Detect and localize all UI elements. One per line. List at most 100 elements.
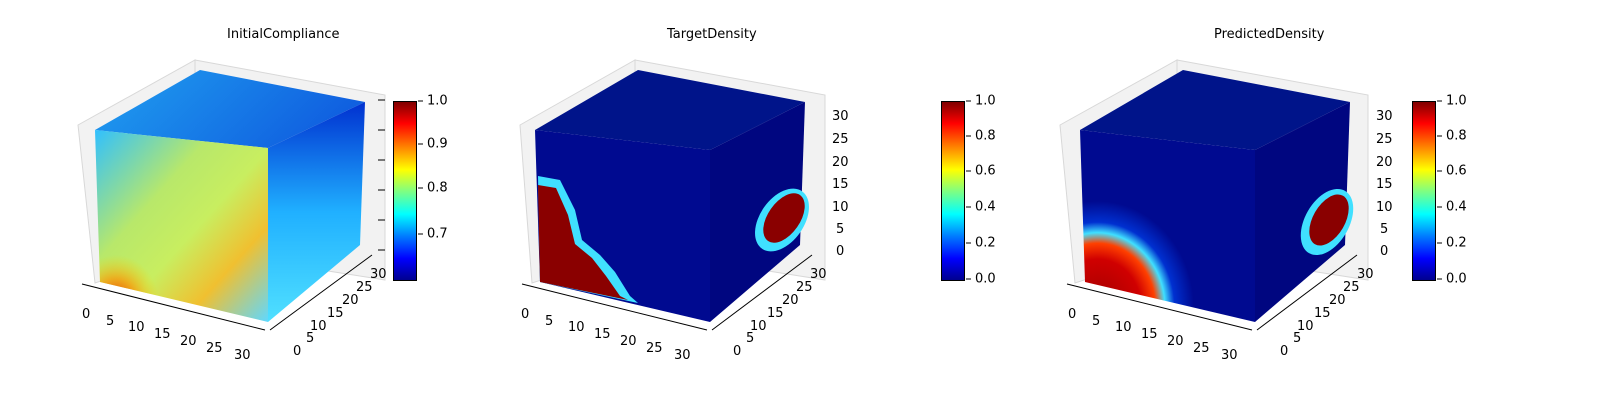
cube-plot: 0 5 10 15 20 25 30 0 5 10 15 20 25 30 0 … bbox=[1059, 59, 1393, 363]
y-axis bbox=[1256, 254, 1358, 331]
y-tick-label: 30 bbox=[810, 267, 827, 282]
y-tick-label: 25 bbox=[356, 280, 373, 295]
y-tick-label: 5 bbox=[746, 331, 754, 346]
cube-top-face bbox=[535, 70, 805, 150]
x-axis bbox=[521, 283, 708, 331]
colorbar-tick: 1.0 bbox=[423, 94, 448, 109]
z-tick-label: 15 bbox=[832, 177, 849, 192]
z-tick-label: 0 bbox=[1380, 244, 1388, 259]
panel-target-density: TargetDensity 0 5 10 15 20 25 30 bbox=[519, 0, 1080, 400]
density-region bbox=[538, 185, 628, 300]
chart-title: TargetDensity bbox=[667, 27, 757, 42]
x-tick-label: 20 bbox=[620, 334, 637, 349]
cube-side-face bbox=[268, 102, 365, 322]
y-tick-labels: 0 5 10 15 20 25 30 bbox=[293, 267, 387, 359]
x-tick-label: 25 bbox=[1193, 341, 1210, 356]
x-tick-label: 30 bbox=[234, 348, 251, 363]
x-tick-label: 0 bbox=[1068, 307, 1076, 322]
y-tick-label: 30 bbox=[1357, 267, 1374, 282]
y-axis bbox=[711, 254, 813, 331]
colorbar bbox=[1412, 101, 1436, 281]
x-axis bbox=[1066, 283, 1253, 331]
cube bbox=[535, 70, 809, 322]
x-tick-label: 0 bbox=[82, 307, 90, 322]
y-tick-label: 20 bbox=[1329, 293, 1346, 308]
x-tick-label: 25 bbox=[646, 341, 663, 356]
cube-side-face bbox=[1255, 102, 1350, 322]
y-tick-labels: 0 5 10 15 20 25 30 bbox=[733, 267, 827, 359]
y-tick-label: 25 bbox=[1343, 280, 1360, 295]
y-tick-label: 5 bbox=[306, 331, 314, 346]
x-tick-label: 20 bbox=[1167, 334, 1184, 349]
y-tick-label: 10 bbox=[1297, 319, 1314, 334]
x-tick-label: 15 bbox=[1141, 327, 1158, 342]
z-tick-label: 10 bbox=[832, 200, 849, 215]
y-tick-label: 0 bbox=[293, 344, 301, 359]
x-tick-label: 30 bbox=[674, 348, 691, 363]
z-tick-label: 20 bbox=[1376, 155, 1393, 170]
colorbar-tick: 0.7 bbox=[423, 227, 448, 242]
z-tick-labels: 0 5 10 15 20 25 30 bbox=[832, 109, 849, 259]
cube-top-face bbox=[1080, 70, 1350, 150]
z-tick-label: 30 bbox=[1376, 109, 1393, 124]
cube-plot: 0 5 10 15 20 25 30 0 5 10 15 20 25 30 0 … bbox=[519, 59, 849, 363]
colorbar-tick: 0.0 bbox=[1442, 272, 1467, 287]
panel-predicted-density: PredictedDensity bbox=[1040, 0, 1600, 400]
colorbar bbox=[941, 101, 965, 281]
y-tick-labels: 0 5 10 15 20 25 30 bbox=[1280, 267, 1374, 359]
z-tick-label: 25 bbox=[1376, 132, 1393, 147]
colorbar-tick: 0.0 bbox=[971, 272, 996, 287]
colorbar-tick: 1.0 bbox=[1442, 94, 1467, 109]
colorbar-tick: 0.2 bbox=[1442, 236, 1467, 251]
colorbar-tick: 0.4 bbox=[1442, 200, 1467, 215]
y-tick-label: 20 bbox=[782, 293, 799, 308]
x-tick-label: 10 bbox=[1115, 320, 1132, 335]
y-tick-label: 20 bbox=[342, 293, 359, 308]
z-tick-label: 5 bbox=[1380, 222, 1388, 237]
z-tick-label: 5 bbox=[836, 222, 844, 237]
panel-initial-compliance: InitialCompliance bbox=[0, 0, 560, 400]
density-region-side-core bbox=[1309, 194, 1349, 246]
x-tick-label: 25 bbox=[206, 341, 223, 356]
z-tick-label: 20 bbox=[832, 155, 849, 170]
cube-hotspot bbox=[95, 130, 268, 322]
x-tick-label: 15 bbox=[594, 327, 611, 342]
colorbar-tick: 0.6 bbox=[1442, 164, 1467, 179]
cube-plot: 0 5 10 15 20 25 30 0 5 10 15 20 25 30 bbox=[77, 59, 387, 363]
y-tick-label: 15 bbox=[1314, 306, 1331, 321]
colorbar-ticks: 0.0 0.2 0.4 0.6 0.8 1.0 bbox=[1442, 94, 1482, 287]
colorbar-tick: 0.9 bbox=[423, 137, 448, 152]
z-tick-label: 25 bbox=[832, 132, 849, 147]
x-tick-label: 10 bbox=[568, 320, 585, 335]
y-tick-label: 15 bbox=[767, 306, 784, 321]
y-tick-label: 5 bbox=[1293, 331, 1301, 346]
x-tick-label: 30 bbox=[1221, 348, 1238, 363]
x-tick-label: 5 bbox=[545, 314, 553, 329]
chart-title: InitialCompliance bbox=[227, 27, 340, 42]
colorbar-ticks: 0.7 0.8 0.9 1.0 bbox=[423, 94, 463, 281]
colorbar-tick: 0.8 bbox=[1442, 129, 1467, 144]
z-tick-label: 15 bbox=[1376, 177, 1393, 192]
y-tick-label: 30 bbox=[370, 267, 387, 282]
cube-side-face bbox=[710, 102, 805, 322]
x-tick-label: 10 bbox=[128, 320, 145, 335]
z-tick-label: 10 bbox=[1376, 200, 1393, 215]
x-axis bbox=[81, 283, 266, 331]
colorbar bbox=[393, 101, 417, 281]
x-tick-labels: 0 5 10 15 20 25 30 bbox=[521, 307, 691, 363]
z-tick-label: 0 bbox=[836, 244, 844, 259]
z-axis-ticks bbox=[378, 99, 385, 251]
x-tick-label: 20 bbox=[180, 334, 197, 349]
chart-title: PredictedDensity bbox=[1214, 27, 1325, 42]
z-tick-labels: 0 5 10 15 20 25 30 bbox=[1376, 109, 1393, 259]
x-tick-label: 5 bbox=[106, 314, 114, 329]
cube-front-face bbox=[1080, 130, 1255, 322]
y-tick-label: 10 bbox=[310, 319, 327, 334]
x-tick-labels: 0 5 10 15 20 25 30 bbox=[82, 307, 251, 363]
cube bbox=[95, 70, 365, 322]
y-axis bbox=[269, 254, 373, 331]
cube-top-face bbox=[95, 70, 365, 148]
x-tick-labels: 0 5 10 15 20 25 30 bbox=[1068, 307, 1238, 363]
colorbar-tick: 0.6 bbox=[971, 164, 996, 179]
y-tick-label: 0 bbox=[1280, 344, 1288, 359]
